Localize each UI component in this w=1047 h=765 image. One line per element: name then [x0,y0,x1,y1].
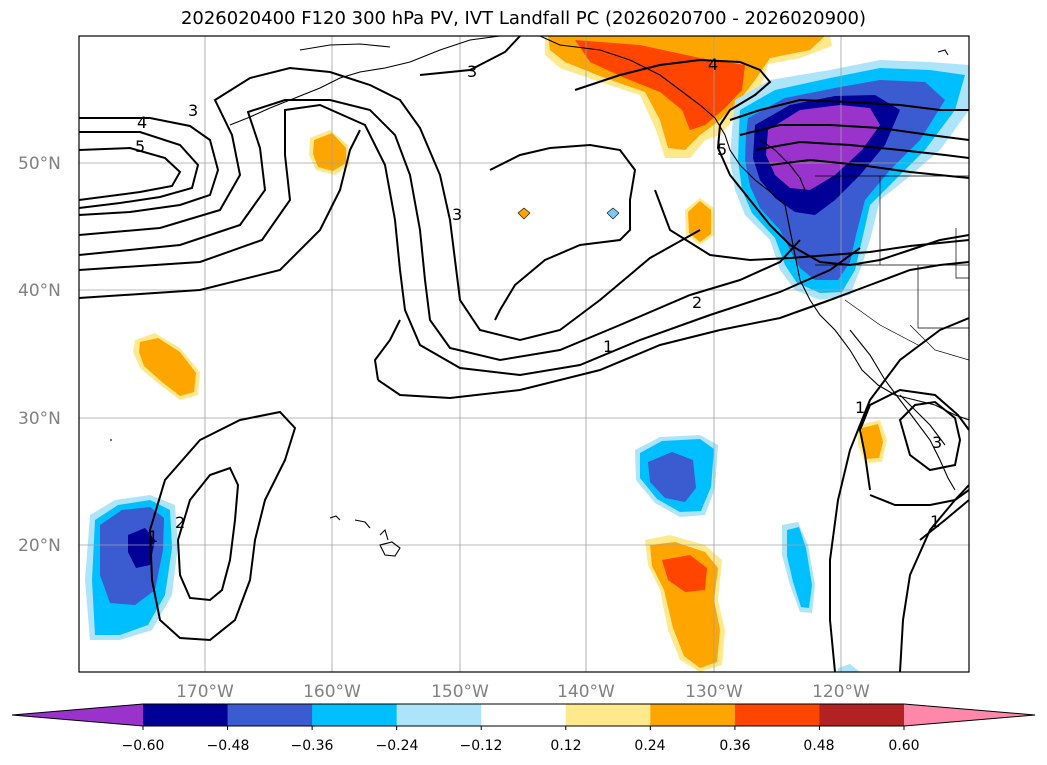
contour-label: 5 [717,140,727,159]
colorbar-segment [396,704,482,726]
colorbar-tick-label: −0.24 [376,738,419,754]
contour-label: 5 [135,137,145,156]
colorbar-extend-min [12,704,143,726]
contour-labels: 5 4 3 3 4 5 3 2 1 1 2 1 1 3 [135,55,942,546]
contour-label: 1 [930,512,940,531]
colorbar-segment [143,704,229,726]
contour-label: 3 [188,101,198,120]
lon-label: 150°W [431,682,489,702]
colorbar-segment [227,704,313,726]
colorbar-tick-label: 0.12 [550,738,581,754]
lon-label: 130°W [685,682,743,702]
lat-label: 30°N [18,409,61,429]
lon-label: 120°W [812,682,870,702]
colorbar-tick-label: −0.60 [122,738,165,754]
lon-label: 140°W [557,682,615,702]
graticule [79,36,969,672]
contour-label: 4 [137,113,147,132]
contour-label: 1 [603,337,613,356]
colorbar [11,703,1036,730]
map-content: 5 4 3 3 4 5 3 2 1 1 2 1 1 3 [79,36,969,672]
colorbar-segment [565,704,651,726]
contour-label: 3 [452,205,462,224]
colorbar-extend-max [904,704,1035,726]
colorbar-segment [819,704,905,726]
lon-label: 160°W [303,682,361,702]
map-title: 2026020400 F120 300 hPa PV, IVT Landfall… [180,8,867,29]
colorbar-tick-label: 0.60 [888,738,919,754]
colorbar-tick-label: −0.12 [460,738,503,754]
lat-label: 20°N [18,536,61,556]
lon-label: 170°W [176,682,234,702]
contour-label: 2 [175,513,185,532]
contour-label: 1 [855,398,865,417]
colorbar-tick-label: 0.48 [803,738,834,754]
colorbar-tick-label: 0.36 [719,738,750,754]
colorbar-tick-label: 0.24 [634,738,665,754]
colorbar-tick-label: −0.36 [291,738,334,754]
pv-contours [79,36,969,672]
colorbar-segment [650,704,736,726]
coastlines [110,36,969,557]
colorbar-segment [481,704,567,726]
map-frame [78,35,970,673]
contour-label: 2 [692,293,702,312]
contour-label: 3 [932,433,942,452]
longitude-labels: 170°W 160°W 150°W 140°W 130°W 120°W [176,682,870,702]
colorbar-segment [734,704,820,726]
positive-anomaly-shading [133,36,887,672]
colorbar-segment [312,704,398,726]
lat-label: 40°N [18,281,61,301]
colorbar-ticks: −0.60 −0.48 −0.36 −0.24 −0.12 0.12 0.24 … [122,738,920,754]
contour-label: 3 [467,62,477,81]
lat-label: 50°N [18,154,61,174]
contour-label: 4 [708,55,718,74]
contour-label: 1 [148,527,158,546]
colorbar-tick-label: −0.48 [207,738,250,754]
latitude-labels: 50°N 40°N 30°N 20°N [18,154,61,556]
